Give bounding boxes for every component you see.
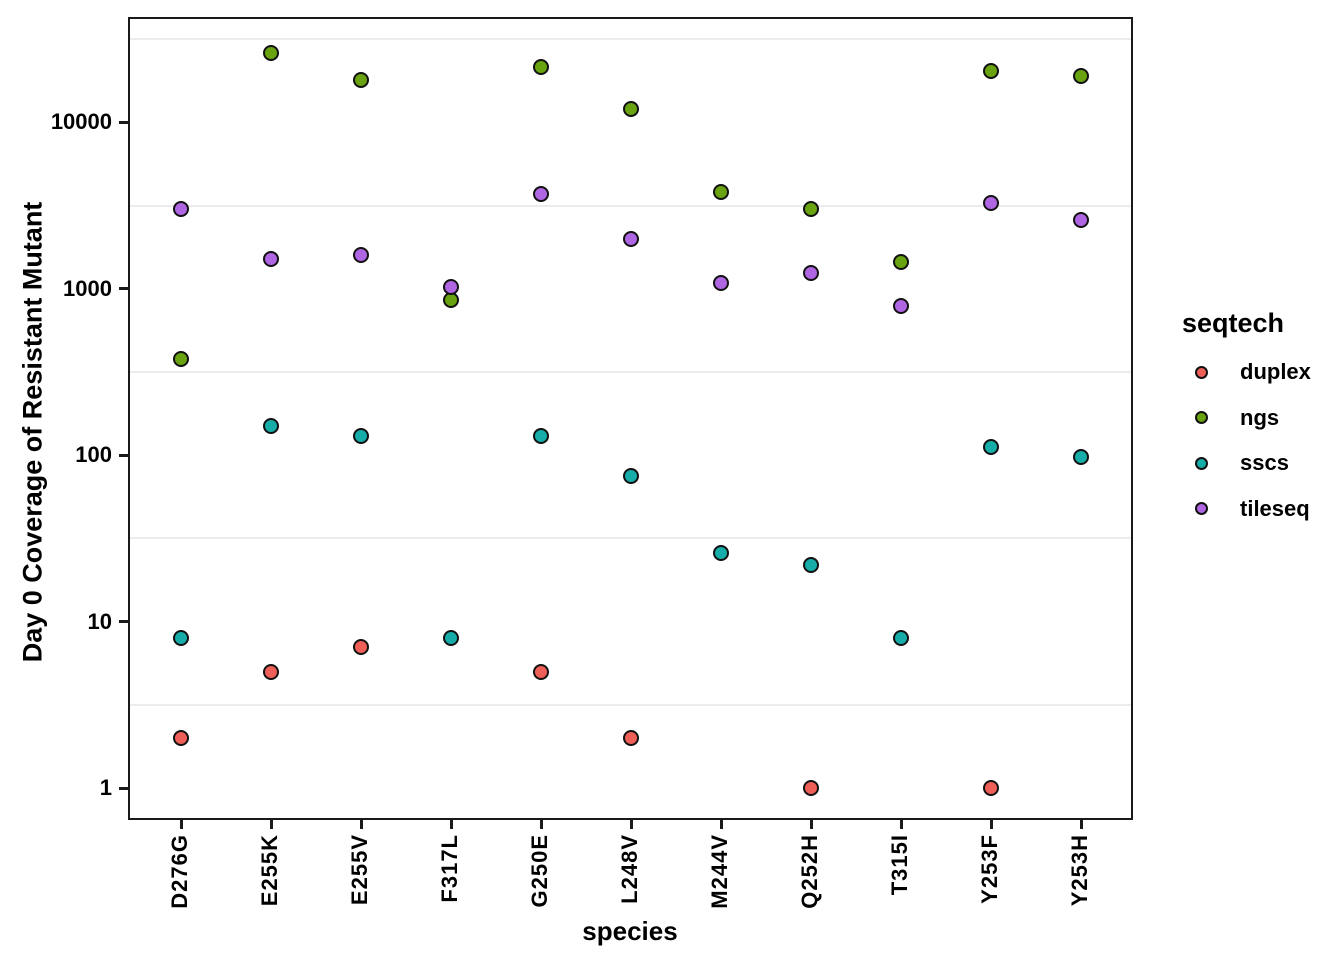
point-tileseq-Q252H: [803, 264, 819, 281]
minor-gridline: [130, 38, 1131, 41]
legend-title: seqtech: [1182, 308, 1285, 338]
y-tick-label: 1: [99, 775, 112, 800]
legend-dot-tileseq: [1195, 502, 1208, 515]
x-tick-label: D276G: [167, 834, 192, 909]
point-ngs-L248V: [623, 101, 639, 118]
x-tick-label: F317L: [437, 834, 462, 903]
x-tick-mark: [449, 820, 453, 829]
plot-panel: [128, 17, 1133, 820]
point-tileseq-Y253H: [1073, 211, 1089, 228]
point-ngs-G250E: [533, 59, 549, 76]
x-axis-title: species: [582, 916, 678, 946]
legend-label-tileseq: tileseq: [1240, 495, 1310, 521]
x-tick-label: Q252H: [797, 834, 822, 909]
point-tileseq-G250E: [533, 186, 549, 203]
y-tick-mark: [119, 620, 128, 624]
y-tick-label: 1000: [63, 275, 112, 301]
point-tileseq-T315I: [893, 297, 909, 314]
point-duplex-L248V: [623, 729, 639, 746]
point-ngs-D276G: [173, 350, 189, 367]
point-ngs-Y253F: [983, 62, 999, 79]
point-sscs-Y253F: [983, 439, 999, 455]
y-tick-mark: [119, 120, 128, 124]
x-tick-mark: [989, 820, 993, 829]
point-sscs-E255V: [353, 428, 369, 445]
legend-label-duplex: duplex: [1240, 359, 1311, 384]
point-ngs-Y253H: [1073, 68, 1089, 84]
legend-dot-sscs: [1195, 456, 1208, 470]
x-tick-label: M244V: [707, 834, 732, 909]
point-sscs-G250E: [533, 428, 549, 445]
y-tick-mark: [119, 287, 128, 291]
point-tileseq-F317L: [443, 278, 459, 295]
legend-label-sscs: sscs: [1240, 450, 1289, 475]
legend-dot-ngs: [1195, 411, 1208, 424]
point-ngs-T315I: [893, 253, 909, 270]
minor-gridline: [130, 370, 1131, 373]
point-tileseq-M244V: [713, 275, 729, 292]
x-tick-label: Y253H: [1067, 834, 1092, 907]
point-sscs-L248V: [623, 467, 639, 484]
x-tick-mark: [179, 820, 183, 829]
point-tileseq-E255K: [263, 251, 279, 268]
x-tick-label: E255K: [257, 834, 282, 907]
point-sscs-M244V: [713, 544, 729, 561]
point-duplex-D276G: [173, 729, 189, 746]
x-tick-mark: [899, 820, 903, 829]
point-sscs-Q252H: [803, 556, 819, 573]
y-axis-title: Day 0 Coverage of Resistant Mutant: [17, 201, 48, 663]
y-tick-mark: [119, 786, 128, 790]
point-sscs-D276G: [173, 629, 189, 646]
y-tick-label: 100: [75, 442, 112, 468]
point-ngs-M244V: [713, 184, 729, 201]
point-duplex-E255V: [353, 639, 369, 656]
point-tileseq-L248V: [623, 230, 639, 247]
point-duplex-E255K: [263, 663, 279, 680]
point-sscs-F317L: [443, 629, 459, 646]
point-tileseq-D276G: [173, 201, 189, 218]
x-tick-mark: [539, 820, 543, 829]
y-tick-label: 10: [87, 608, 112, 634]
x-tick-mark: [809, 820, 813, 829]
x-tick-label: E255V: [347, 834, 372, 906]
point-ngs-Q252H: [803, 201, 819, 218]
point-ngs-E255V: [353, 71, 369, 88]
point-sscs-Y253H: [1073, 449, 1089, 466]
y-tick-label: 10000: [50, 109, 112, 135]
y-tick-mark: [119, 453, 128, 457]
point-duplex-Q252H: [803, 780, 819, 796]
x-tick-mark: [1079, 820, 1083, 829]
legend-label-ngs: ngs: [1240, 404, 1280, 430]
point-sscs-E255K: [263, 417, 279, 434]
minor-gridline: [130, 204, 1131, 207]
point-duplex-Y253F: [983, 780, 999, 796]
legend-dot-duplex: [1195, 365, 1208, 379]
point-sscs-T315I: [893, 629, 909, 646]
x-tick-label: Y253F: [977, 834, 1002, 904]
x-tick-mark: [719, 820, 723, 829]
x-tick-label: G250E: [527, 834, 552, 908]
x-tick-mark: [269, 820, 273, 829]
minor-gridline: [130, 537, 1131, 540]
x-tick-label: L248V: [617, 834, 642, 904]
x-tick-mark: [629, 820, 633, 829]
x-tick-mark: [359, 820, 363, 829]
point-duplex-G250E: [533, 663, 549, 680]
minor-gridline: [130, 703, 1131, 706]
x-tick-label: T315I: [887, 834, 912, 896]
point-ngs-E255K: [263, 45, 279, 62]
point-tileseq-E255V: [353, 246, 369, 263]
point-tileseq-Y253F: [983, 194, 999, 211]
